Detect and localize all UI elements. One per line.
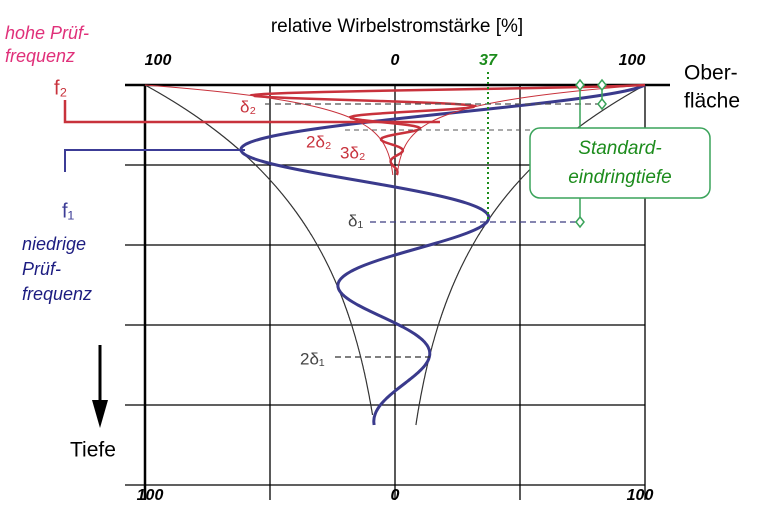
delta1-label: δ₁	[348, 211, 363, 230]
f2-label: f₂	[54, 77, 67, 99]
standard-depth-label: eindringtiefe	[568, 167, 672, 188]
title: relative Wirbelstromstärke [%]	[271, 16, 523, 37]
envelope	[144, 84, 374, 416]
axis-label: 100	[137, 487, 164, 504]
annotations	[63, 72, 711, 428]
delta2-label: δ₂	[240, 97, 256, 116]
labels: relative Wirbelstromstärke [%] 100 0 37 …	[5, 16, 740, 504]
axis-label: 0	[391, 52, 400, 69]
axis-label: 100	[619, 52, 646, 69]
two-delta2-label: 2δ₂	[306, 132, 332, 151]
axis-label: 0	[391, 487, 400, 504]
three-delta2-label: 3δ₂	[340, 143, 366, 162]
f1-label: f₁	[62, 200, 75, 222]
axis-label: 37	[479, 52, 498, 69]
low-frequency-label: niedrige	[22, 234, 86, 254]
low-frequency-label: frequenz	[22, 284, 92, 304]
depth-label: Tiefe	[70, 439, 116, 462]
low-frequency-curve	[239, 83, 646, 426]
axis-label: 100	[627, 487, 654, 504]
high-frequency-label: frequenz	[5, 46, 75, 66]
high-frequency-label: hohe Prüf-	[5, 23, 89, 43]
surface-label: fläche	[684, 90, 740, 113]
surface-label: Ober-	[684, 62, 738, 85]
standard-depth-label: Standard-	[578, 138, 661, 159]
axis-label: 100	[145, 52, 172, 69]
low-frequency-label: Prüf-	[22, 259, 61, 279]
two-delta1-label: 2δ₁	[300, 349, 325, 368]
